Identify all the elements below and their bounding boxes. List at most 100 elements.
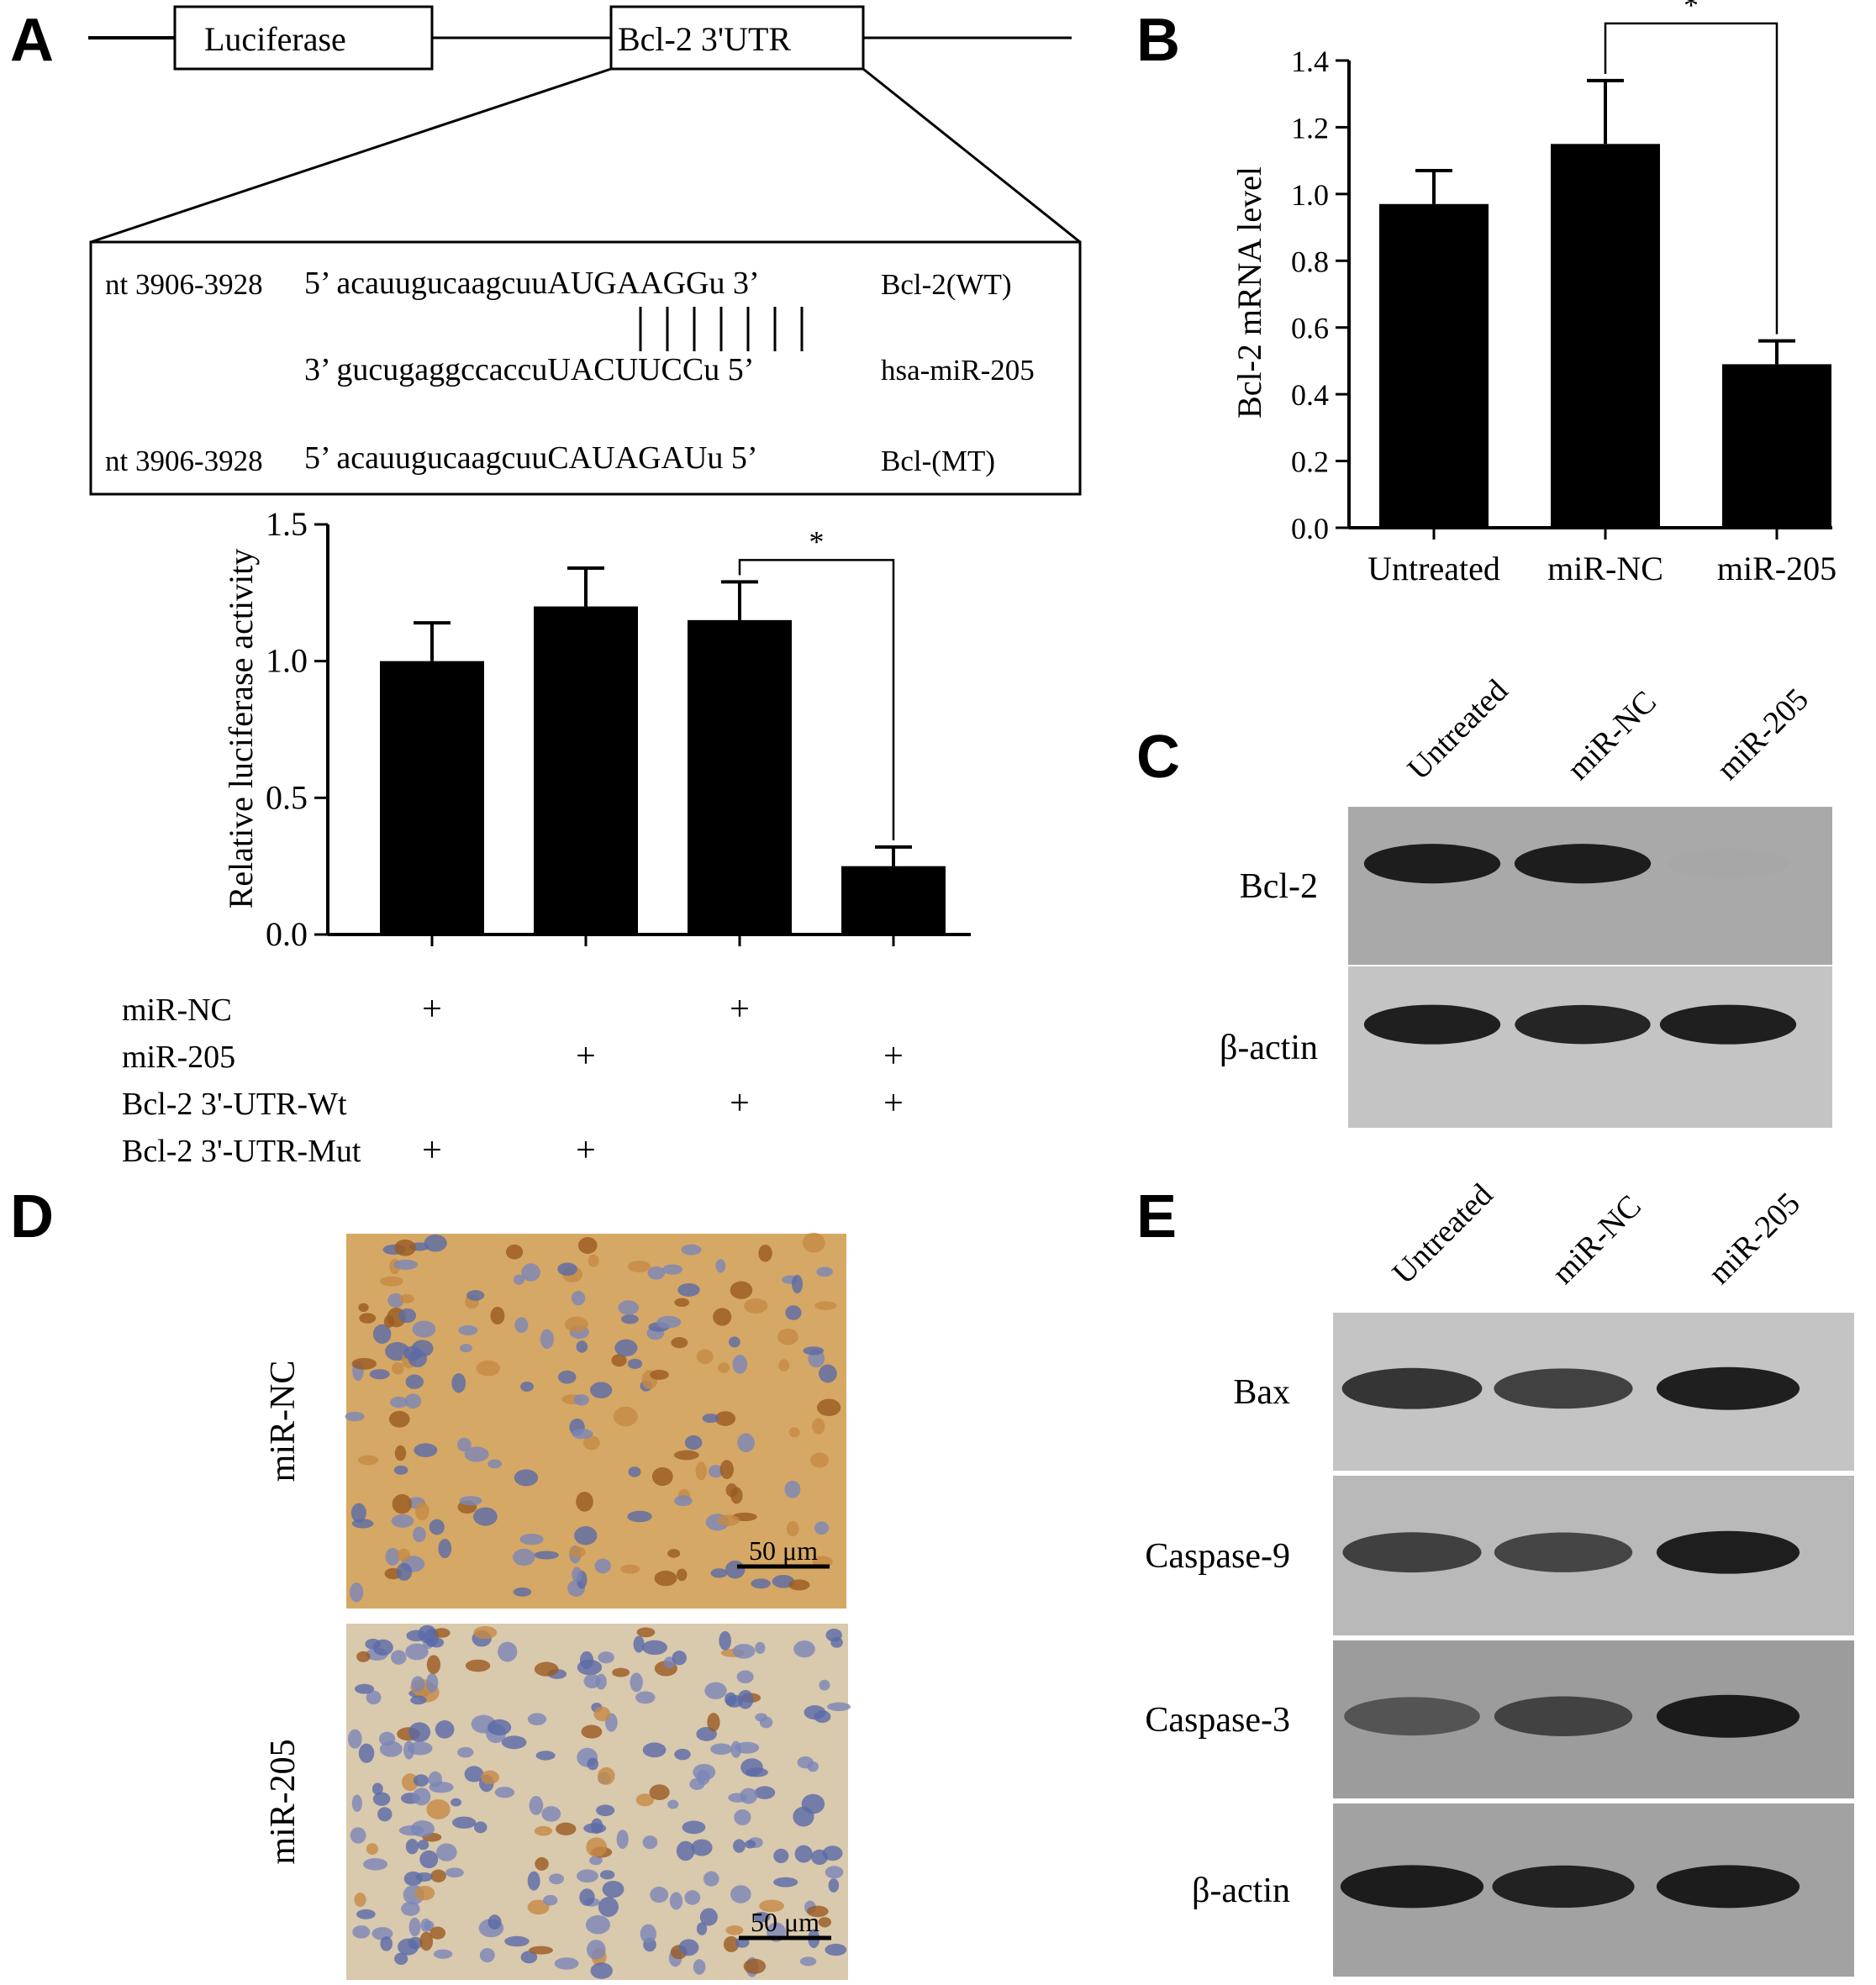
cell-nucleus: [734, 1809, 751, 1825]
cell-nucleus: [651, 1466, 673, 1487]
cell-nucleus: [345, 1411, 365, 1422]
cell-nucleus: [412, 1320, 436, 1338]
cell-nucleus: [636, 1627, 656, 1638]
cell-nucleus: [505, 1244, 524, 1260]
cell-nucleus: [737, 1689, 754, 1709]
cell-nucleus: [654, 1570, 677, 1587]
cell-nucleus: [394, 1952, 408, 1965]
protein-label: Bax: [1233, 1373, 1290, 1412]
alignment-seq-wt: 5’ acauugucaagcuuAUGAAGGu 3’: [304, 266, 760, 301]
cell-nucleus: [814, 1301, 837, 1310]
cell-nucleus: [404, 1393, 422, 1409]
cell-nucleus: [494, 1787, 515, 1798]
cell-nucleus: [415, 1502, 429, 1521]
cell-nucleus: [696, 1769, 710, 1786]
cell-nucleus: [430, 1869, 446, 1882]
cell-nucleus: [743, 1958, 767, 1974]
cell-nucleus: [514, 1469, 539, 1487]
cell-nucleus: [417, 1840, 429, 1851]
cell-nucleus: [811, 1849, 829, 1866]
lane-label: Untreated: [1401, 673, 1515, 787]
cell-nucleus: [572, 1429, 593, 1440]
cell-nucleus: [527, 1899, 550, 1915]
cell-nucleus: [520, 1381, 534, 1393]
cell-nucleus: [793, 1640, 815, 1658]
construct-schematic: [88, 5, 1082, 496]
y-tick-label: 1.4: [1291, 45, 1329, 78]
condition-mark: +: [883, 1084, 904, 1123]
chart-a-luciferase: 0.0 0.5 1.0 1.5 *: [266, 505, 971, 953]
cell-nucleus: [576, 1492, 593, 1512]
y-tick-label: 0.2: [1291, 445, 1329, 479]
cell-nucleus: [351, 1794, 362, 1813]
cell-nucleus: [358, 1303, 369, 1312]
cell-nucleus: [718, 1362, 730, 1373]
cell-nucleus: [557, 1370, 577, 1384]
cell-nucleus: [412, 1788, 431, 1806]
cell-nucleus: [582, 1435, 600, 1451]
bar: [1722, 364, 1831, 528]
cell-nucleus: [366, 1690, 382, 1705]
condition-mark: +: [730, 1084, 750, 1123]
cell-nucleus: [458, 1324, 478, 1335]
cell-nucleus: [816, 1266, 833, 1277]
cell-nucleus: [380, 1936, 393, 1951]
cell-nucleus: [773, 1848, 789, 1864]
panel-label-e: E: [1136, 1183, 1177, 1250]
cell-nucleus: [429, 1782, 454, 1793]
blot-band: [1494, 1368, 1633, 1409]
blot-band: [1494, 1532, 1633, 1572]
y-tick-label: 1.0: [266, 642, 308, 680]
cell-nucleus: [674, 1495, 693, 1507]
cell-nucleus: [459, 1344, 472, 1353]
ihc-image: 50 μm miR-NC: [264, 1232, 846, 1609]
x-tick-label: Untreated: [1367, 550, 1500, 587]
cell-nucleus: [412, 1526, 426, 1543]
panel-label-d: D: [10, 1183, 54, 1250]
cell-nucleus: [825, 1866, 844, 1879]
blot-band: [1656, 1865, 1800, 1909]
cell-nucleus: [612, 1667, 630, 1677]
cell-nucleus: [814, 1521, 830, 1535]
cell-nucleus: [695, 1461, 707, 1481]
cell-nucleus: [436, 1843, 457, 1861]
ihc-tissue: [346, 1234, 846, 1609]
cell-nucleus: [481, 1770, 499, 1785]
cell-nucleus: [710, 1568, 728, 1578]
blot-band: [1656, 1694, 1800, 1738]
cell-nucleus: [627, 1261, 651, 1272]
cell-nucleus: [426, 1799, 451, 1819]
blot-band: [1514, 844, 1652, 884]
cell-nucleus: [405, 1643, 429, 1661]
cell-nucleus: [732, 1643, 756, 1659]
bar: [688, 619, 792, 935]
significance-star: *: [809, 524, 825, 558]
cell-nucleus: [573, 1394, 590, 1406]
cell-nucleus: [393, 1259, 419, 1271]
cell-nucleus: [372, 1792, 391, 1806]
cell-nucleus: [696, 1349, 714, 1365]
alignment-seq-mt: 5’ acauugucaagcuuCAUAGAUu 5’: [304, 440, 758, 476]
cell-nucleus: [586, 1940, 606, 1960]
cell-nucleus: [752, 1912, 771, 1923]
cell-nucleus: [438, 1538, 452, 1559]
cell-nucleus: [556, 1822, 577, 1835]
cell-nucleus: [702, 1414, 719, 1424]
cell-nucleus: [730, 1885, 751, 1903]
cell-nucleus: [451, 1816, 477, 1829]
cell-nucleus: [733, 1839, 746, 1853]
cell-nucleus: [672, 1651, 687, 1666]
chart-b-mrna: 0.0 0.2 0.4 0.6 0.8 1.0 1.2 1.4 Untreated miR-NC m…: [1291, 0, 1836, 587]
cell-nucleus: [501, 1735, 527, 1750]
cell-nucleus: [640, 1924, 656, 1944]
cell-nucleus: [576, 1340, 588, 1353]
cell-nucleus: [408, 1722, 431, 1743]
ihc-row-label: miR-205: [264, 1739, 303, 1864]
cell-nucleus: [479, 1947, 495, 1963]
cell-nucleus: [708, 1465, 724, 1478]
cell-nucleus: [487, 1459, 503, 1469]
blot-band: [1341, 1367, 1483, 1409]
cell-nucleus: [816, 1398, 841, 1417]
cell-nucleus: [352, 1925, 371, 1939]
cell-nucleus: [351, 1357, 377, 1370]
